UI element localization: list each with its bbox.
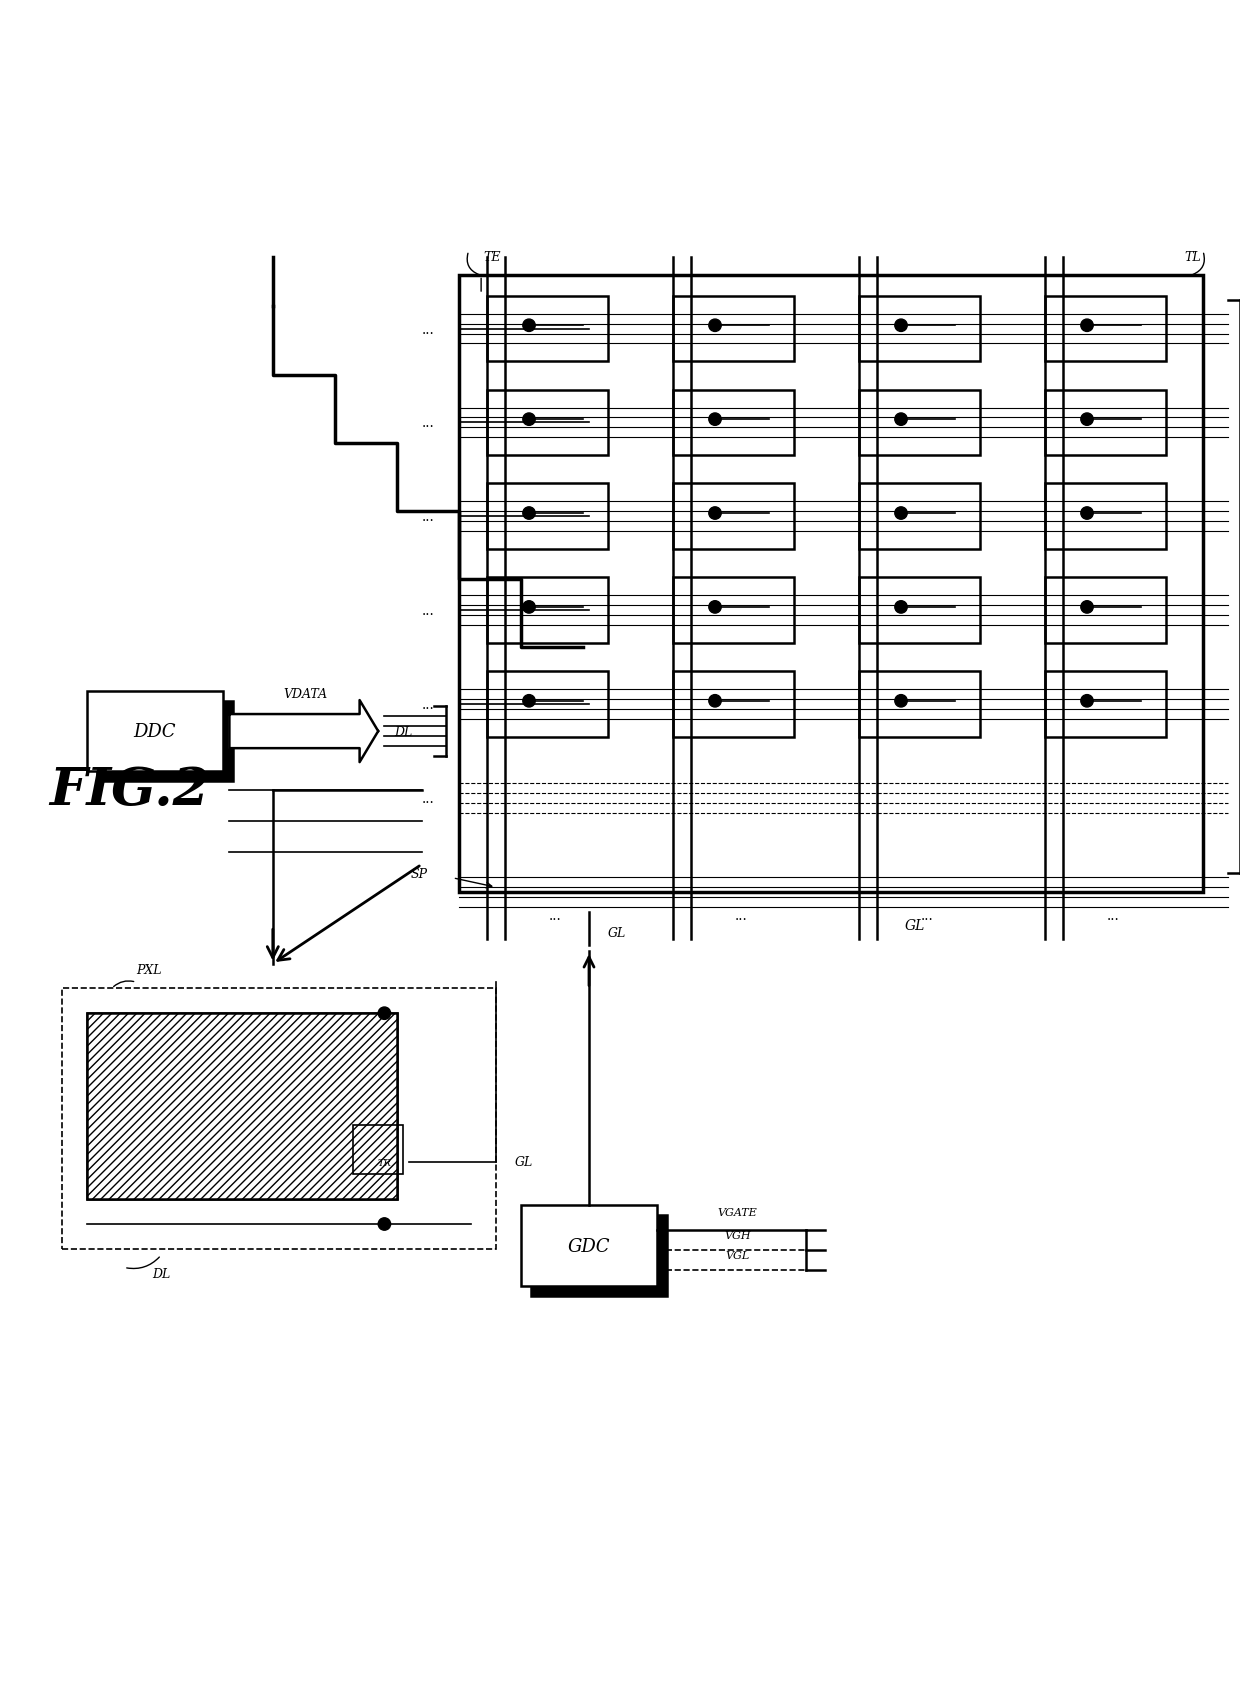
Circle shape (378, 1217, 391, 1231)
Circle shape (523, 602, 536, 614)
Bar (858, 578, 980, 644)
Text: SP: SP (410, 868, 428, 880)
Bar (486, 390, 608, 455)
Text: ...: ... (422, 322, 434, 336)
Bar (1044, 390, 1166, 455)
Bar (531, 1216, 667, 1296)
Text: VGL: VGL (725, 1250, 750, 1260)
Bar (486, 578, 608, 644)
Text: GL: GL (515, 1156, 533, 1170)
Bar (486, 484, 608, 549)
Text: PXL: PXL (136, 963, 162, 977)
Text: ...: ... (735, 909, 748, 922)
Polygon shape (229, 701, 378, 762)
Text: GL: GL (904, 919, 925, 933)
Text: ...: ... (422, 416, 434, 430)
Text: ...: ... (1107, 909, 1120, 922)
Bar (353, 1125, 403, 1175)
Bar (858, 390, 980, 455)
Bar (87, 692, 223, 772)
Circle shape (709, 696, 722, 708)
Text: TR: TR (377, 1158, 392, 1166)
Text: ...: ... (422, 791, 434, 805)
Circle shape (709, 414, 722, 426)
Bar (672, 484, 794, 549)
Circle shape (895, 414, 908, 426)
Bar (672, 672, 794, 738)
Text: DDC: DDC (134, 723, 176, 740)
Circle shape (1081, 508, 1094, 520)
Circle shape (709, 508, 722, 520)
Bar (672, 578, 794, 644)
Text: VGH: VGH (724, 1229, 751, 1240)
Bar (672, 297, 794, 361)
Circle shape (895, 602, 908, 614)
Bar (1044, 297, 1166, 361)
Circle shape (1081, 696, 1094, 708)
Text: GL: GL (608, 926, 626, 939)
Circle shape (1081, 414, 1094, 426)
Circle shape (709, 321, 722, 332)
Bar (521, 1205, 657, 1286)
Circle shape (1081, 321, 1094, 332)
Text: FIG.2: FIG.2 (50, 766, 210, 817)
Circle shape (895, 321, 908, 332)
Bar (672, 390, 794, 455)
Bar (1044, 578, 1166, 644)
Bar (459, 276, 1203, 892)
Text: DL: DL (153, 1267, 170, 1280)
Circle shape (523, 696, 536, 708)
Circle shape (523, 414, 536, 426)
Bar (1044, 484, 1166, 549)
Circle shape (523, 508, 536, 520)
Bar (87, 1013, 397, 1200)
Text: ...: ... (422, 510, 434, 523)
Circle shape (1081, 602, 1094, 614)
Text: VDATA: VDATA (283, 687, 327, 701)
Circle shape (378, 1008, 391, 1020)
Circle shape (523, 321, 536, 332)
Text: VGATE: VGATE (718, 1207, 758, 1217)
Circle shape (709, 602, 722, 614)
Circle shape (895, 696, 908, 708)
Bar (97, 701, 233, 783)
Bar (858, 297, 980, 361)
Bar (858, 484, 980, 549)
Text: TL: TL (1184, 251, 1202, 264)
Text: TE: TE (484, 251, 501, 264)
Circle shape (895, 508, 908, 520)
Bar (87, 1013, 397, 1200)
Text: GDC: GDC (568, 1236, 610, 1255)
Text: ...: ... (921, 909, 934, 922)
Bar (486, 297, 608, 361)
Bar (1044, 672, 1166, 738)
Text: DL: DL (394, 725, 413, 738)
Bar (858, 672, 980, 738)
Text: ...: ... (549, 909, 562, 922)
Text: ...: ... (422, 697, 434, 711)
Bar (486, 672, 608, 738)
Bar (62, 989, 496, 1250)
Text: ...: ... (422, 604, 434, 617)
